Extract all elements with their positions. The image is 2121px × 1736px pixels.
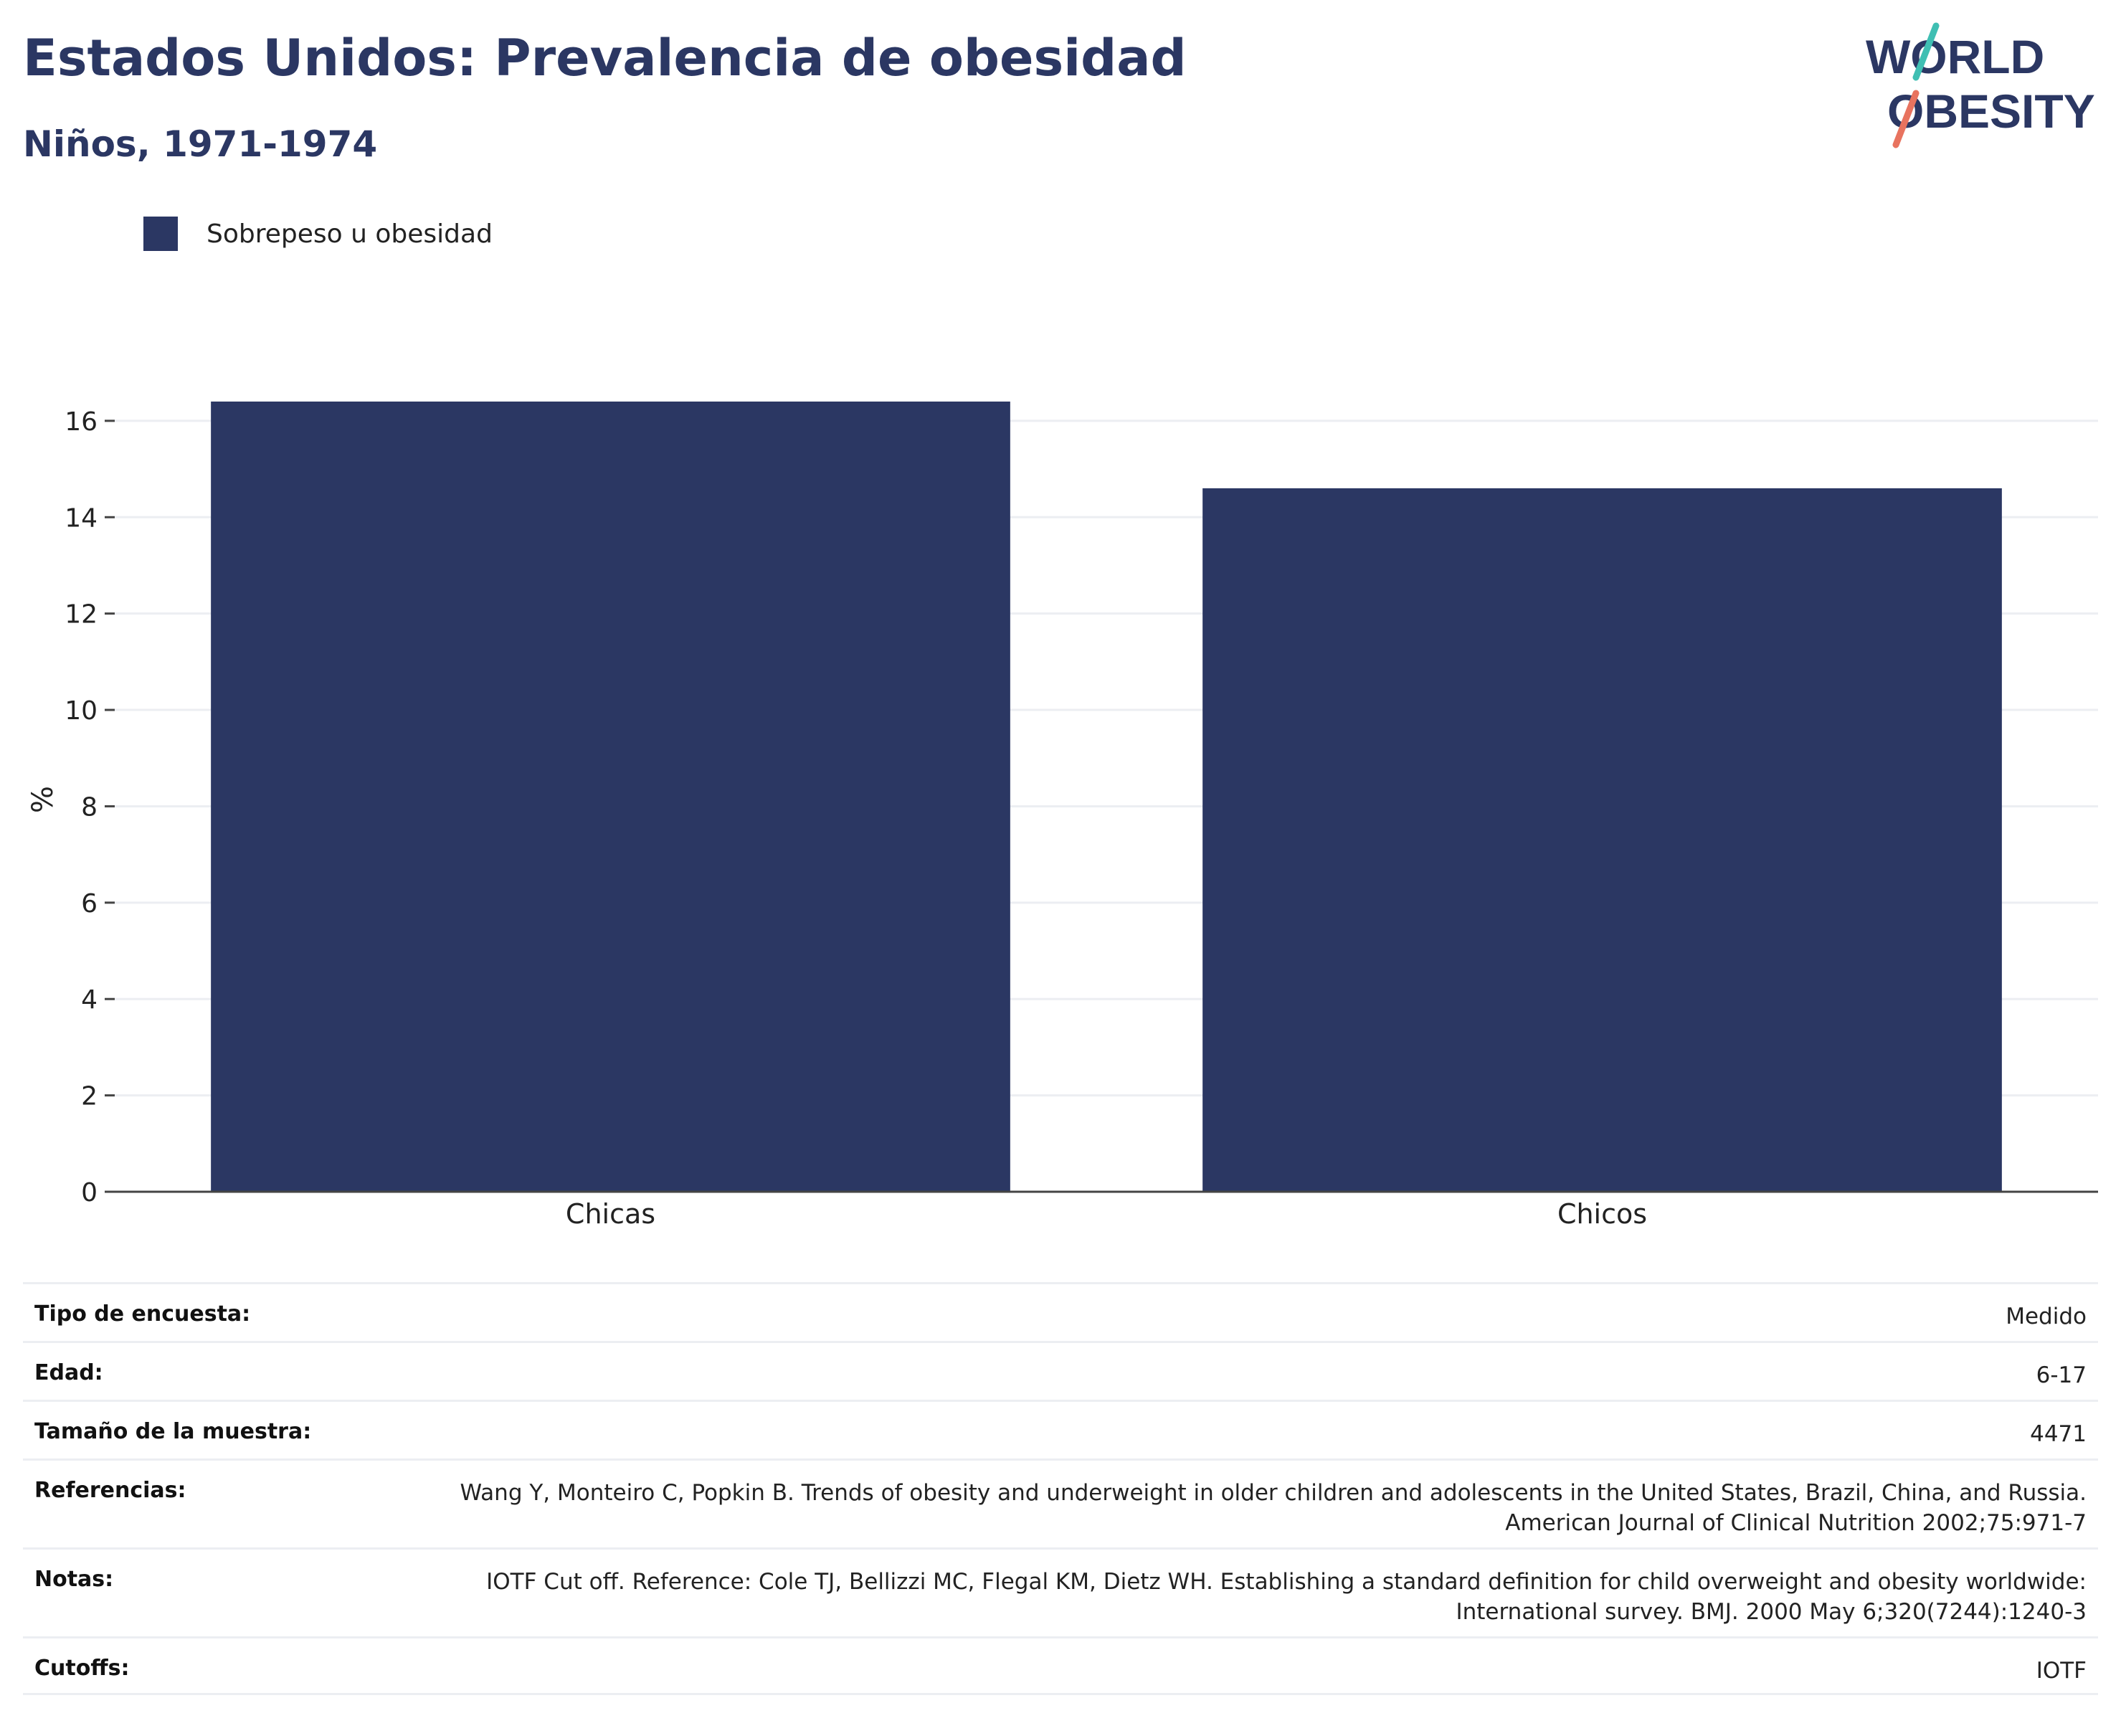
world-obesity-logo: WORLD OBESITY bbox=[1866, 22, 2095, 148]
logo-slash-coral bbox=[1892, 90, 1920, 148]
y-tick-label: 16 bbox=[65, 407, 98, 437]
info-row: Cutoffs: IOTF bbox=[23, 1636, 2098, 1695]
survey-info-table: Tipo de encuesta: Medido Edad: 6-17 Tamaño d… bbox=[23, 1282, 2098, 1695]
info-key: Tipo de encuesta: bbox=[34, 1301, 251, 1327]
legend-label: Sobrepeso u obesidad bbox=[207, 219, 493, 249]
chart-subtitle: Niños, 1971-1974 bbox=[23, 123, 378, 165]
bar-chicos bbox=[1202, 488, 2002, 1192]
info-value: 4471 bbox=[2030, 1421, 2087, 1447]
info-value: 6-17 bbox=[2036, 1362, 2087, 1388]
x-tick-label: Chicas bbox=[566, 1198, 655, 1230]
logo-line1: WORLD bbox=[1866, 30, 2044, 83]
legend: Sobrepeso u obesidad bbox=[143, 215, 493, 252]
info-value: IOTF bbox=[2036, 1658, 2087, 1684]
y-tick-label: 2 bbox=[81, 1082, 98, 1111]
y-tick-label: 4 bbox=[81, 985, 98, 1015]
info-value: Medido bbox=[2006, 1304, 2087, 1329]
y-tick-label: 0 bbox=[81, 1178, 98, 1208]
info-key: Edad: bbox=[34, 1360, 103, 1385]
bar-chicas bbox=[211, 402, 1010, 1192]
info-row: Edad: 6-17 bbox=[23, 1341, 2098, 1400]
y-axis-label: % bbox=[26, 785, 60, 814]
y-tick-label: 12 bbox=[65, 600, 98, 630]
logo-slash-teal bbox=[1912, 22, 1940, 81]
x-tick-label: Chicos bbox=[1557, 1198, 1647, 1230]
y-tick-label: 6 bbox=[81, 889, 98, 919]
y-tick-label: 14 bbox=[65, 503, 98, 533]
bar-chart: 0 2 4 6 8 10 12 14 16 Chicas Chicos bbox=[65, 402, 2098, 1230]
info-row: Tamaño de la muestra: 4471 bbox=[23, 1400, 2098, 1458]
info-value: IOTF Cut off. Reference: Cole TJ, Belliz… bbox=[486, 1569, 2087, 1625]
info-key: Notas: bbox=[34, 1567, 114, 1592]
legend-swatch bbox=[143, 217, 178, 251]
info-key: Tamaño de la muestra: bbox=[34, 1419, 312, 1444]
info-row: Notas: IOTF Cut off. Reference: Cole TJ, … bbox=[23, 1547, 2098, 1636]
y-tick-label: 10 bbox=[65, 696, 98, 726]
logo-line2: OBESITY bbox=[1887, 85, 2095, 138]
info-key: Referencias: bbox=[34, 1478, 186, 1503]
info-value: Wang Y, Monteiro C, Popkin B. Trends of … bbox=[460, 1480, 2087, 1536]
y-axis-label-wrap: % bbox=[22, 778, 65, 821]
y-tick-label: 8 bbox=[81, 792, 98, 822]
info-row: Tipo de encuesta: Medido bbox=[23, 1282, 2098, 1341]
info-key: Cutoffs: bbox=[34, 1656, 130, 1681]
chart-title: Estados Unidos: Prevalencia de obesidad bbox=[23, 29, 1187, 87]
info-row: Referencias: Wang Y, Monteiro C, Popkin B… bbox=[23, 1458, 2098, 1547]
